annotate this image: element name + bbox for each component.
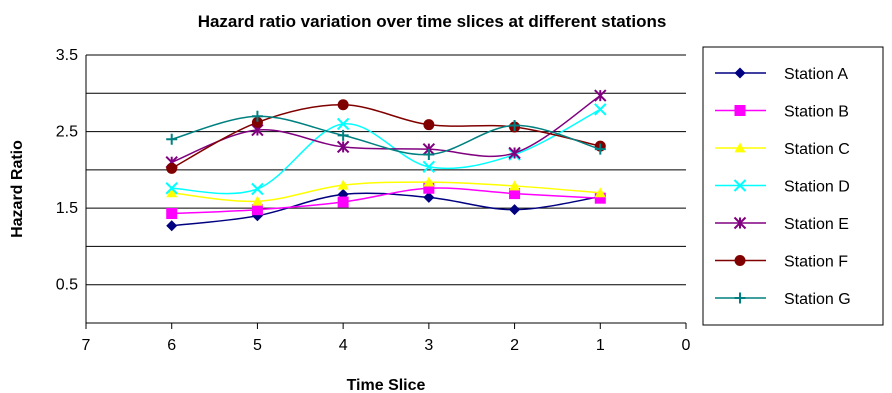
legend-marker	[734, 105, 746, 116]
legend-label: Station C	[784, 141, 850, 158]
series-line-station-c	[171, 181, 601, 203]
data-point-station-g	[251, 110, 263, 122]
gridlines	[86, 54, 686, 286]
data-point-station-a	[509, 204, 521, 216]
data-point-station-c	[166, 187, 178, 198]
data-point-station-g	[337, 129, 349, 141]
data-point-station-c	[251, 195, 263, 206]
plot-area	[86, 55, 686, 323]
data-point-station-d	[251, 182, 264, 196]
x-tick-label: 1	[596, 337, 605, 354]
legend-marker	[734, 292, 746, 304]
legend-item-station-f: Station F	[715, 254, 848, 271]
legend-label: Station D	[784, 179, 850, 196]
x-axis-ticks: 7 6 5 4 3 2 1 0	[82, 323, 691, 354]
legend-label: Station B	[784, 104, 849, 121]
legend-marker	[733, 216, 747, 230]
data-point-station-e	[594, 89, 607, 102]
axes	[85, 55, 686, 324]
x-tick-label: 5	[253, 337, 262, 354]
legend: Station A Station B Station C Station D Stat…	[702, 46, 884, 326]
data-point-station-f	[337, 99, 349, 111]
series-line-station-d	[171, 108, 601, 195]
data-point-station-c	[337, 179, 349, 190]
data-point-station-g	[509, 119, 521, 131]
x-tick-label: 7	[82, 337, 91, 354]
legend-item-station-b: Station B	[715, 104, 849, 121]
data-point-station-c	[509, 180, 521, 191]
legend-marker	[734, 67, 746, 79]
data-point-station-d	[422, 160, 436, 174]
data-point-station-e	[508, 146, 521, 160]
series-line-station-g	[171, 115, 601, 156]
data-point-station-c	[423, 176, 435, 187]
legend-label: Station A	[784, 66, 848, 83]
legend-item-station-d: Station D	[715, 179, 850, 196]
legend-marker	[734, 255, 746, 266]
data-point-station-d	[336, 117, 350, 131]
legend-item-station-a: Station A	[715, 66, 848, 83]
legend-item-station-e: Station E	[715, 216, 849, 233]
data-point-station-f	[423, 119, 435, 131]
y-tick-label: 0.5	[56, 277, 78, 294]
data-point-station-d	[594, 103, 607, 116]
x-tick-label: 6	[167, 337, 176, 354]
y-tick-label: 2.5	[56, 124, 78, 141]
data-point-station-b	[166, 208, 178, 220]
data-point-station-g	[423, 149, 435, 161]
y-tick-label: 3.5	[56, 47, 78, 64]
data-point-station-f	[251, 116, 263, 128]
data-point-station-f	[166, 162, 178, 174]
x-tick-label: 2	[510, 337, 519, 354]
data-point-station-g	[594, 143, 606, 155]
series-station-c	[166, 176, 606, 206]
chart-title: Hazard ratio variation over time slices …	[198, 12, 667, 31]
data-point-station-b	[509, 188, 521, 200]
legend-label: Station G	[784, 291, 851, 308]
y-axis-label: Hazard Ratio	[9, 140, 26, 238]
series-station-g	[166, 110, 606, 161]
x-tick-label: 0	[682, 337, 691, 354]
data-point-station-e	[336, 140, 350, 154]
data-point-station-a	[166, 220, 178, 232]
legend-marker	[734, 142, 746, 153]
legend-label: Station F	[784, 254, 848, 271]
legend-item-station-g: Station G	[715, 291, 851, 308]
series-station-b	[166, 182, 606, 220]
series-group	[165, 89, 607, 232]
y-axis-ticks: 0.5 1.5 2.5 3.5	[56, 47, 78, 294]
x-tick-label: 4	[339, 337, 348, 354]
legend-label: Station E	[784, 216, 849, 233]
data-point-station-b	[594, 192, 606, 204]
x-axis-label: Time Slice	[347, 377, 426, 393]
x-tick-label: 3	[424, 337, 433, 354]
data-point-station-b	[337, 196, 349, 208]
data-point-station-b	[251, 204, 263, 216]
data-point-station-c	[594, 187, 606, 198]
legend-marker	[733, 179, 747, 192]
data-point-station-d	[165, 182, 178, 195]
legend-item-station-c: Station C	[715, 141, 850, 158]
data-point-station-a	[423, 191, 435, 203]
data-point-station-b	[423, 182, 435, 194]
y-tick-label: 1.5	[56, 200, 78, 217]
series-line-station-b	[171, 187, 601, 215]
data-point-station-g	[166, 133, 178, 145]
series-line-station-f	[171, 104, 601, 169]
